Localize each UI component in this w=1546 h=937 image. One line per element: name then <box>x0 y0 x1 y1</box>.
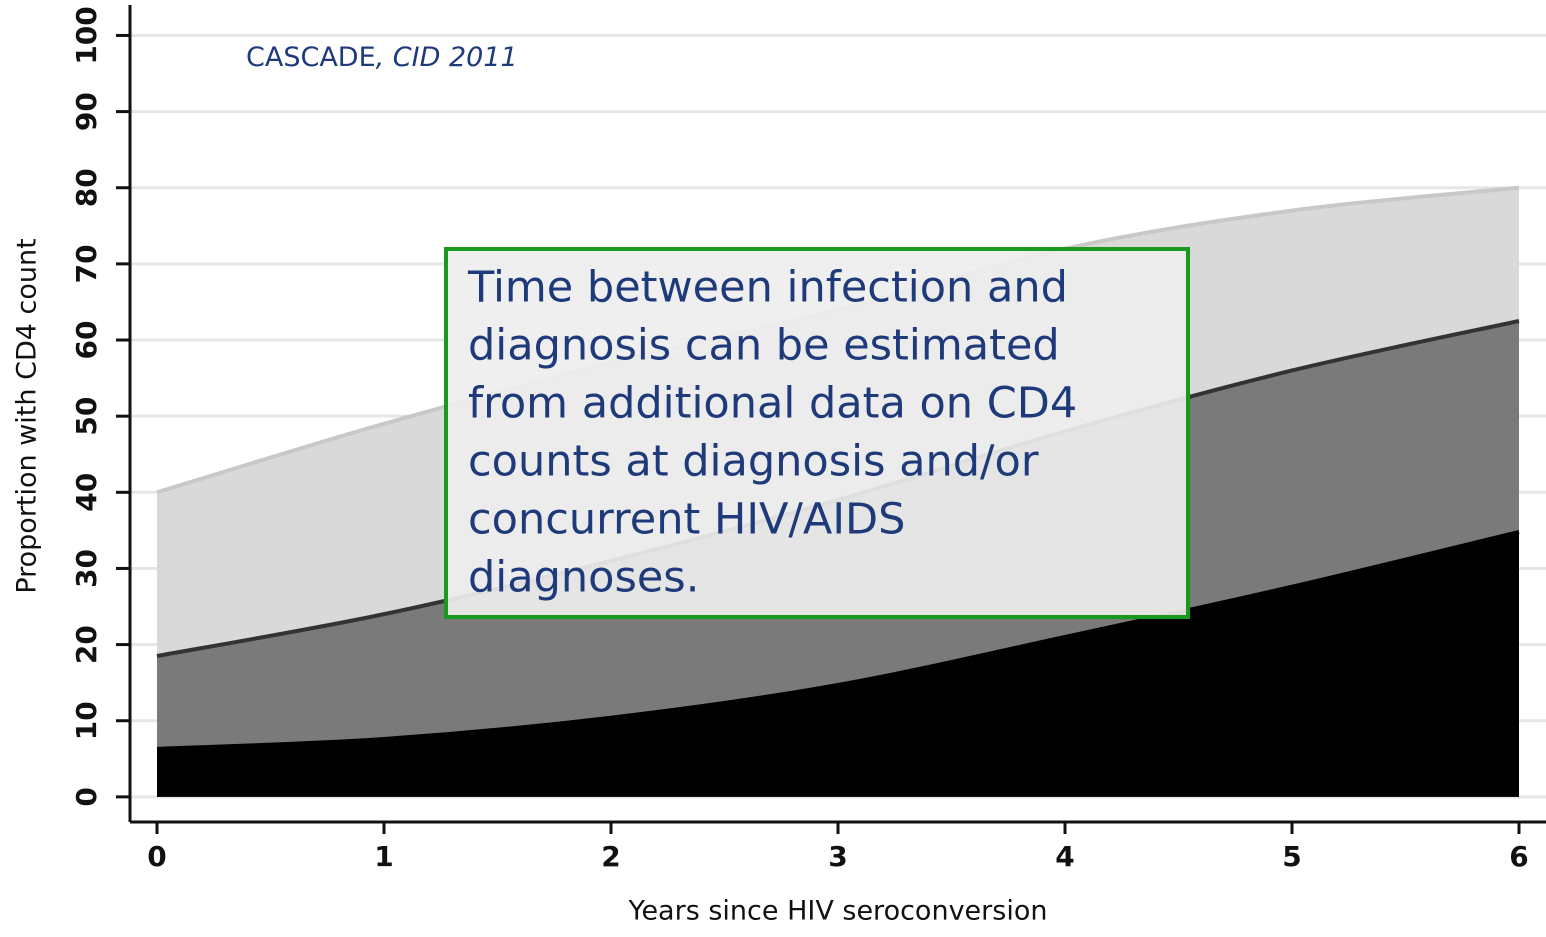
y-tick-label: 50 <box>70 397 103 436</box>
x-axis-title: Years since HIV seroconversion <box>628 896 1048 927</box>
x-tick-label: 6 <box>1509 840 1528 873</box>
callout-box <box>444 247 1190 619</box>
callout-text: diagnoses. <box>468 553 699 603</box>
callout-text: concurrent HIV/AIDS <box>468 495 905 545</box>
callout-text: Time between infection and <box>467 263 1068 313</box>
x-tick-label: 1 <box>374 840 393 873</box>
source-note-name: CASCADE <box>246 42 376 73</box>
callout-text: from additional data on CD4 <box>468 379 1077 429</box>
source-note-citation: , CID 2011 <box>376 42 518 73</box>
callout-text: diagnosis can be estimated <box>468 321 1060 371</box>
source-note: CASCADE, CID 2011 <box>246 42 518 73</box>
y-tick-label: 100 <box>70 6 103 64</box>
y-tick-label: 30 <box>70 549 103 588</box>
callout-text: counts at diagnosis and/or <box>468 437 1039 487</box>
area-edge <box>156 529 1520 751</box>
y-tick-label: 10 <box>70 701 103 740</box>
y-tick-label: 60 <box>70 321 103 360</box>
y-axis-title: Proportion with CD4 count <box>12 238 43 593</box>
y-tick-label: 70 <box>70 244 103 283</box>
x-tick-label: 3 <box>828 840 847 873</box>
x-tick-label: 4 <box>1055 840 1074 873</box>
y-tick-label: 0 <box>70 787 103 806</box>
x-tick-label: 2 <box>601 840 620 873</box>
x-tick-label: 0 <box>147 840 166 873</box>
x-tick-label: 5 <box>1282 840 1301 873</box>
y-tick-label: 90 <box>70 92 103 131</box>
y-tick-label: 80 <box>70 168 103 207</box>
y-tick-label: 40 <box>70 473 103 512</box>
y-tick-label: 20 <box>70 625 103 664</box>
